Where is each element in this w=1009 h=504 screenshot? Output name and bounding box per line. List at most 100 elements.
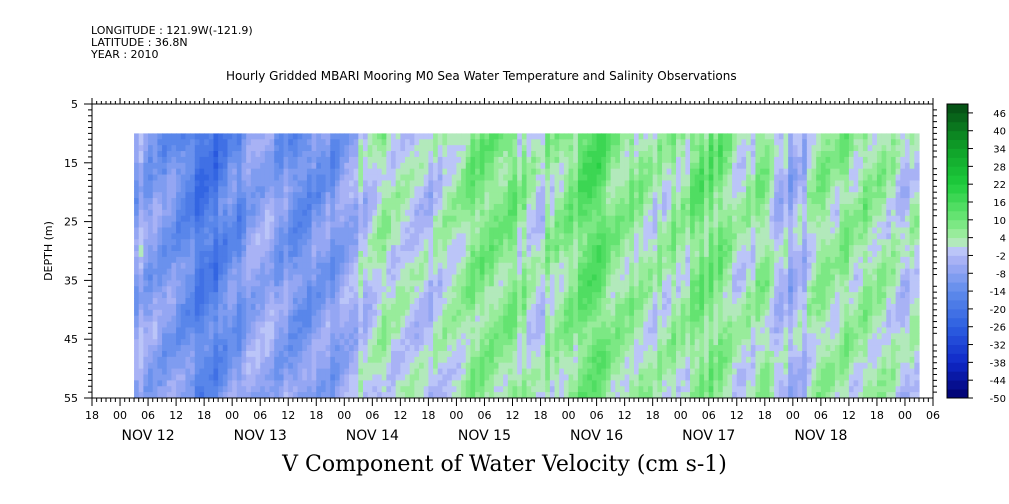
heatmap-cell	[615, 315, 621, 323]
heatmap-cell	[166, 256, 173, 264]
heatmap-cell	[362, 262, 369, 270]
heatmap-cell	[171, 268, 177, 276]
heatmap-cell	[283, 251, 289, 258]
heatmap-cell	[334, 139, 341, 146]
heatmap-cell	[400, 280, 406, 287]
heatmap-cell	[204, 374, 210, 381]
heatmap-cell	[507, 156, 514, 164]
heatmap-cell	[591, 168, 598, 176]
heatmap-cell	[428, 227, 434, 234]
heatmap-cell	[246, 251, 252, 258]
heatmap-cell	[605, 215, 612, 223]
heatmap-cell	[489, 180, 495, 187]
heatmap-cell	[591, 315, 598, 323]
heatmap-cell	[512, 245, 518, 252]
heatmap-cell	[633, 356, 640, 364]
heatmap-cell	[227, 198, 233, 205]
heatmap-cell	[353, 345, 359, 352]
heatmap-cell	[204, 151, 210, 158]
heatmap-cell	[176, 133, 182, 140]
heatmap-cell	[386, 262, 392, 270]
heatmap-cell	[647, 268, 654, 276]
heatmap-cell	[521, 215, 528, 223]
heatmap-cell	[489, 374, 495, 381]
heatmap-cell	[479, 186, 486, 193]
heatmap-cell	[325, 339, 331, 346]
heatmap-cell	[176, 192, 182, 199]
heatmap-cell	[503, 209, 509, 217]
heatmap-cell	[573, 162, 579, 170]
heatmap-cell	[288, 292, 294, 299]
heatmap-cell	[330, 309, 336, 317]
heatmap-cell	[278, 168, 285, 176]
heatmap-cell	[582, 286, 588, 293]
heatmap-cell	[148, 315, 154, 323]
heatmap-cell	[283, 286, 289, 293]
heatmap-cell	[535, 333, 542, 340]
heatmap-cell	[405, 203, 411, 211]
heatmap-cell	[470, 286, 476, 293]
heatmap-cell	[517, 303, 523, 311]
heatmap-cell	[185, 239, 191, 246]
heatmap-cell	[433, 198, 439, 205]
heatmap-cell	[587, 339, 593, 346]
heatmap-cell	[521, 221, 528, 229]
heatmap-cell	[409, 233, 415, 240]
heatmap-cell	[484, 286, 490, 293]
heatmap-cell	[386, 251, 392, 258]
heatmap-cell	[549, 221, 556, 229]
heatmap-cell	[535, 145, 542, 152]
heatmap-cell	[367, 309, 373, 317]
heatmap-cell	[377, 315, 383, 323]
heatmap-cell	[531, 368, 537, 376]
heatmap-cell	[348, 133, 355, 140]
heatmap-cell	[358, 303, 364, 311]
heatmap-cell	[204, 221, 210, 229]
heatmap-cell	[185, 133, 191, 140]
heatmap-cell	[442, 198, 448, 205]
heatmap-cell	[428, 368, 434, 376]
heatmap-cell	[465, 209, 472, 217]
heatmap-cell	[559, 298, 565, 305]
heatmap-cell	[180, 203, 187, 211]
heatmap-cell	[311, 286, 317, 293]
heatmap-cell	[377, 162, 383, 170]
heatmap-cell	[320, 221, 327, 229]
heatmap-cell	[138, 350, 144, 358]
heatmap-cell	[619, 268, 626, 276]
heatmap-cell	[610, 186, 616, 193]
heatmap-cell	[204, 139, 210, 146]
heatmap-cell	[624, 262, 630, 270]
heatmap-cell	[157, 245, 163, 252]
heatmap-cell	[250, 386, 257, 393]
heatmap-cell	[559, 280, 565, 287]
heatmap-cell	[512, 256, 518, 264]
heatmap-cell	[227, 262, 233, 270]
heatmap-cell	[330, 245, 336, 252]
heatmap-cell	[414, 256, 420, 264]
heatmap-cell	[568, 386, 574, 393]
heatmap-cell	[334, 333, 341, 340]
heatmap-cell	[568, 256, 574, 264]
heatmap-cell	[176, 239, 182, 246]
heatmap-cell	[311, 362, 317, 370]
heatmap-cell	[540, 162, 546, 170]
heatmap-cell	[437, 280, 444, 287]
heatmap-cell	[278, 192, 285, 199]
heatmap-cell	[330, 133, 336, 140]
heatmap-cell	[274, 333, 280, 340]
heatmap-cell	[171, 298, 177, 305]
heatmap-cell	[176, 203, 182, 211]
heatmap-cell	[568, 198, 574, 205]
heatmap-cell	[362, 350, 369, 358]
heatmap-cell	[437, 356, 444, 364]
heatmap-cell	[596, 168, 602, 176]
heatmap-cell	[582, 280, 588, 287]
heatmap-cell	[381, 239, 387, 246]
heatmap-cell	[138, 186, 144, 193]
heatmap-cell	[274, 274, 280, 281]
heatmap-cell	[260, 333, 266, 340]
heatmap-cell	[549, 268, 556, 276]
heatmap-cell	[302, 280, 308, 287]
heatmap-cell	[554, 133, 560, 140]
